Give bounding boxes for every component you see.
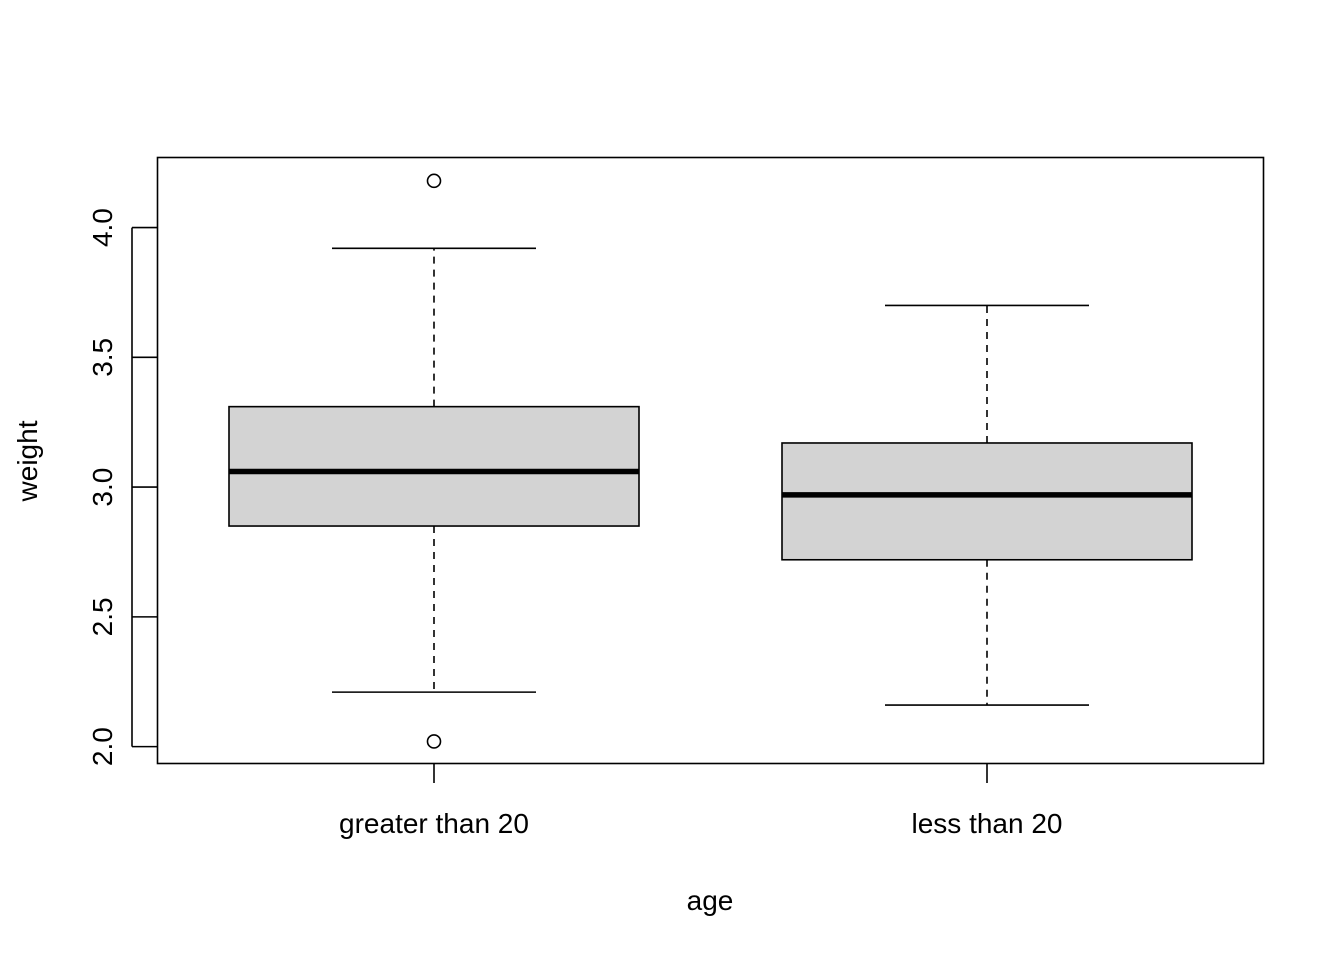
x-axis-label: age <box>687 885 734 916</box>
y-tick-label: 3.5 <box>87 338 118 377</box>
y-axis-label: weight <box>12 420 43 502</box>
y-axis: 2.0 2.5 3.0 3.5 4.0 <box>87 208 158 766</box>
y-tick-label: 3.0 <box>87 468 118 507</box>
y-tick-label: 4.0 <box>87 208 118 247</box>
outlier-point <box>426 734 442 749</box>
outlier-point <box>426 173 442 189</box>
box-1 <box>228 173 640 749</box>
iqr-box <box>781 442 1193 561</box>
y-tick-label: 2.5 <box>87 597 118 636</box>
box-2 <box>781 304 1193 706</box>
x-axis: greater than 20 less than 20 <box>339 763 1063 839</box>
y-tick-label: 2.0 <box>87 727 118 766</box>
plot-frame <box>156 156 1265 765</box>
box-group <box>228 173 1193 749</box>
iqr-box <box>228 405 640 527</box>
x-tick-label: greater than 20 <box>339 808 529 839</box>
x-tick-label: less than 20 <box>912 808 1063 839</box>
